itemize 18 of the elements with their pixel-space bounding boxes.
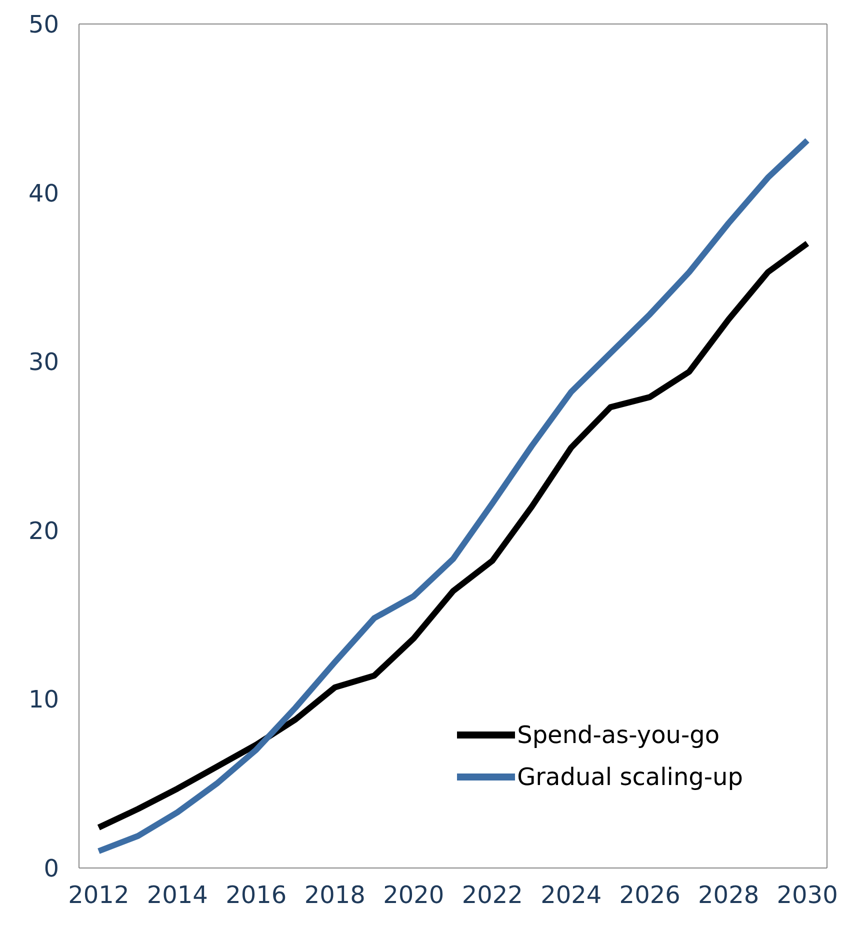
- y-tick-label: 0: [44, 854, 59, 883]
- x-tick-label: 2028: [698, 881, 760, 910]
- x-tick-label: 2012: [68, 881, 130, 910]
- x-tick-label: 2026: [619, 881, 680, 910]
- y-tick-label: 10: [28, 686, 59, 714]
- x-tick-label: 2020: [383, 881, 444, 910]
- legend-label: Spend-as-you-go: [517, 721, 720, 749]
- x-tick-label: 2016: [226, 881, 287, 910]
- legend-label: Gradual scaling-up: [517, 763, 743, 791]
- y-tick-label: 50: [28, 10, 59, 39]
- x-tick-label: 2030: [776, 881, 838, 910]
- y-tick-label: 40: [28, 179, 59, 208]
- x-tick-label: 2018: [304, 881, 366, 910]
- x-tick-label: 2022: [462, 881, 523, 910]
- y-tick-label: 30: [28, 348, 59, 376]
- x-tick-label: 2024: [540, 881, 602, 910]
- y-tick-label: 20: [28, 516, 59, 545]
- x-tick-label: 2014: [146, 881, 208, 910]
